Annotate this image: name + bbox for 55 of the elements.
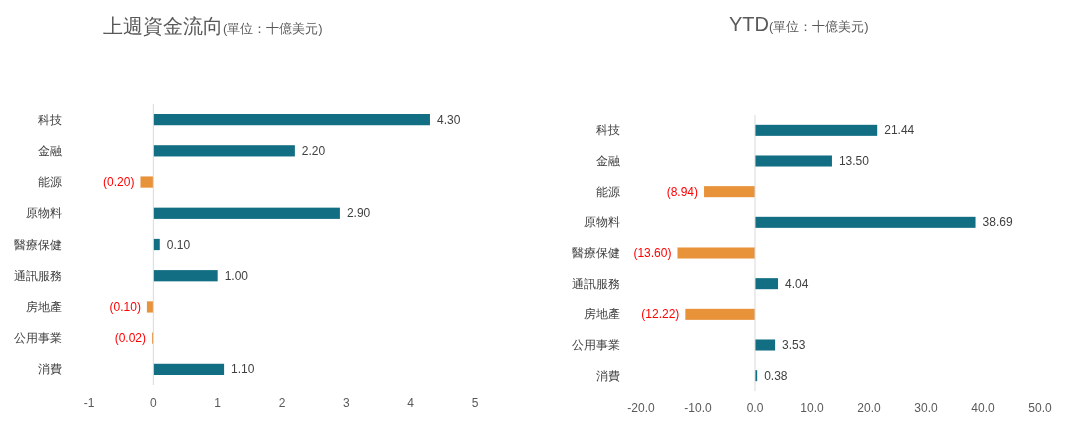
- y-tick-label: 通訊服務: [572, 276, 620, 291]
- y-tick-label: 金融: [38, 143, 62, 158]
- y-tick-label: 通訊服務: [14, 268, 62, 283]
- x-tick-label: 50.0: [1028, 401, 1052, 415]
- x-tick-label: 0: [149, 396, 157, 410]
- y-tick-label: 公用事業: [572, 338, 620, 352]
- title: YTD: [729, 13, 769, 35]
- data-label: (0.10): [109, 299, 141, 314]
- data-label: (13.60): [633, 246, 672, 260]
- y-tick-label: 醫療保健: [572, 246, 620, 260]
- x-tick-label: -10.0: [684, 401, 712, 415]
- y-tick-label: 原物料: [26, 206, 62, 221]
- x-tick-label: 0.0: [746, 401, 764, 415]
- data-label: 21.44: [884, 123, 915, 138]
- title: 上週資金流向: [103, 15, 223, 37]
- y-tick-label: 科技: [596, 123, 620, 138]
- y-tick-label: 公用事業: [14, 331, 62, 346]
- y-tick-label: 消費: [596, 368, 620, 383]
- y-tick-label: 能源: [38, 175, 62, 190]
- data-label: 3.53: [782, 338, 806, 352]
- y-tick-label: 醫療保健: [14, 237, 62, 252]
- data-label: (0.02): [114, 331, 147, 346]
- x-tick-label: 40.0: [971, 401, 995, 415]
- data-label: (0.20): [103, 175, 135, 190]
- x-tick-label: 5: [471, 396, 479, 410]
- data-label: 1.00: [224, 268, 249, 283]
- data-label: 4.30: [436, 112, 461, 127]
- data-label: (12.22): [641, 307, 680, 322]
- y-tick-label: 房地產: [26, 299, 62, 314]
- data-label: 13.50: [838, 154, 870, 168]
- y-tick-label: 金融: [596, 154, 620, 168]
- y-tick-label: 能源: [596, 184, 620, 199]
- x-tick-label: -20.0: [627, 401, 655, 415]
- x-tick-label: 20.0: [857, 401, 881, 415]
- x-tick-label: 30.0: [914, 401, 938, 415]
- x-tick-label: 1: [214, 396, 222, 410]
- x-tick-label: 3: [342, 396, 350, 410]
- subtitle: (單位：十億美元): [223, 21, 323, 36]
- data-label: 0.10: [166, 237, 191, 252]
- x-tick-label: 2: [278, 396, 286, 410]
- x-tick-label: -1: [83, 396, 95, 410]
- y-tick-label: 消費: [38, 362, 62, 377]
- subtitle: (單位：十億美元): [769, 19, 869, 34]
- data-label: 1.10: [231, 362, 255, 377]
- data-label: 2.20: [301, 143, 326, 158]
- data-label: 0.38: [764, 368, 788, 383]
- y-tick-label: 科技: [38, 112, 62, 127]
- data-label: 4.04: [785, 276, 809, 291]
- y-tick-label: 原物料: [584, 215, 620, 230]
- y-tick-label: 房地產: [584, 307, 620, 322]
- data-label: 38.69: [982, 215, 1013, 230]
- x-tick-label: 10.0: [800, 401, 824, 415]
- x-tick-label: 4: [407, 396, 415, 410]
- data-label: 2.90: [346, 206, 371, 221]
- data-label: (8.94): [666, 184, 699, 199]
